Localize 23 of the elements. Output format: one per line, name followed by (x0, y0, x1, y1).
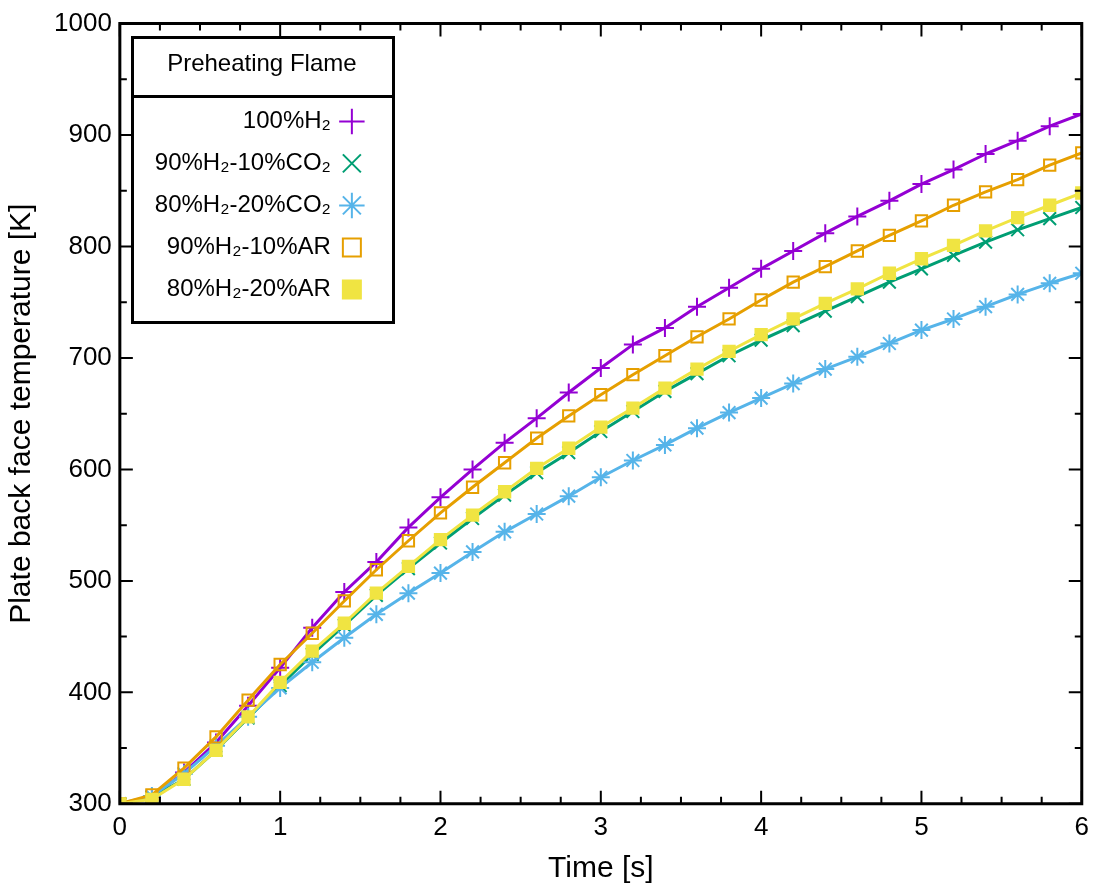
legend-label: 90%H₂-10%CO₂ (154, 148, 331, 176)
y-tick-label: 500 (68, 564, 112, 595)
x-tick-label: 2 (433, 810, 448, 841)
y-tick-label: 800 (68, 229, 112, 260)
legend-label: 90%H₂-10%AR (166, 232, 331, 260)
y-tick-label: 400 (68, 675, 112, 706)
legend-title: Preheating Flame (167, 49, 357, 77)
legend-label: 80%H₂-20%CO₂ (154, 190, 331, 218)
x-tick-label: 1 (272, 810, 288, 841)
x-tick-label: 5 (914, 810, 929, 841)
legend-label: 80%H₂-20%AR (166, 274, 331, 302)
x-tick-label: 3 (593, 810, 609, 841)
x-tick-label: 6 (1074, 810, 1089, 841)
y-tick-label: 600 (68, 452, 112, 483)
x-tick-label: 4 (753, 810, 769, 841)
y-tick-label: 1000 (54, 6, 112, 37)
x-tick-label: 0 (112, 810, 128, 841)
y-tick-label: 700 (68, 341, 112, 372)
x-axis-title: Time [s] (548, 850, 654, 884)
legend-label: 100%H₂ (242, 106, 331, 134)
y-tick-label: 900 (68, 118, 112, 149)
y-tick-label: 300 (68, 786, 112, 817)
y-axis-title: Plate back face temperature [K] (3, 203, 37, 624)
